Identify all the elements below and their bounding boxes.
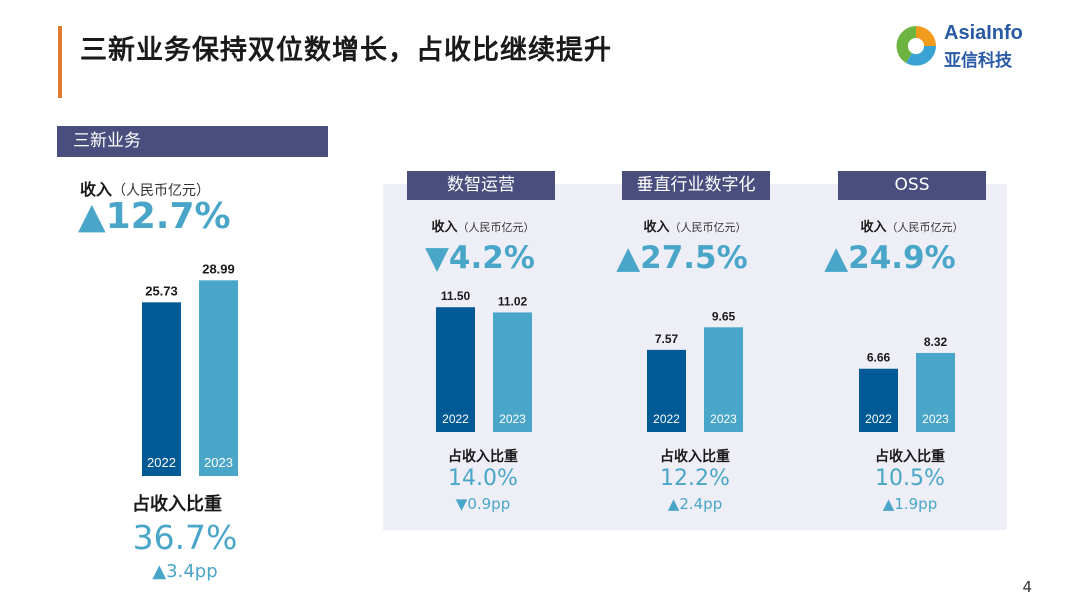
bar-year-label-3-2022: 2022 (653, 412, 680, 426)
bar-1-2022 (142, 302, 181, 476)
overall-revenue-label: 收入（人民币亿元） (80, 176, 210, 200)
segment-revenue-label-text-2: 收入 (643, 220, 670, 235)
segment-header-2: 垂直行业数字化 (622, 171, 770, 200)
bar-year-label-2-2022: 2022 (442, 412, 469, 426)
company-logo: AsiaInfo 亚信科技 (892, 22, 1042, 72)
segment-revenue-label-2: 收入（人民币亿元） (605, 216, 785, 235)
segment-share-value-1: 14.0% (448, 466, 518, 491)
segment-share-label-2: 占收入比重 (660, 449, 730, 465)
bar-3-2022 (647, 349, 686, 432)
page-number: 4 (1022, 578, 1032, 596)
bar-year-label-2-2023: 2023 (499, 412, 526, 426)
bar-4-2022 (859, 368, 898, 432)
segment-revenue-unit-3: （人民币亿元） (886, 221, 964, 234)
segment-share-delta-3: ▲1.9pp (882, 495, 938, 513)
revenue-label-text: 收入 (80, 180, 113, 199)
segment-revenue-label-text-3: 收入 (860, 220, 887, 235)
segments-panel (383, 184, 1007, 530)
bar-value-label-1-2022: 25.73 (145, 283, 178, 298)
bar-value-label-1-2023: 28.99 (202, 261, 235, 276)
overall-share-delta: ▲3.4pp (152, 561, 218, 582)
bar-value-label-2-2022: 11.50 (441, 289, 471, 303)
segment-share-value-3: 10.5% (875, 466, 945, 491)
segment-share-label-1: 占收入比重 (448, 449, 518, 465)
bar-year-label-1-2022: 2022 (147, 455, 176, 470)
segment-revenue-unit-1: （人民币亿元） (457, 221, 535, 234)
overall-share-value: 36.7% (132, 518, 238, 557)
segment-revenue-label-text-1: 收入 (431, 220, 458, 235)
overall-share-label: 占收入比重 (132, 494, 222, 515)
segment-growth-3: ▲24.9% (824, 240, 956, 276)
segment-share-value-2: 12.2% (660, 466, 730, 491)
segment-growth-2: ▲27.5% (616, 240, 748, 276)
segment-share-delta-2: ▲2.4pp (667, 495, 723, 513)
bar-value-label-4-2023: 8.32 (924, 335, 948, 349)
segment-growth-1: ▼4.2% (425, 240, 535, 276)
bar-value-label-2-2023: 11.02 (498, 294, 528, 308)
bar-4-2023 (916, 352, 955, 432)
segment-revenue-unit-2: （人民币亿元） (669, 221, 747, 234)
segment-share-label-3: 占收入比重 (875, 449, 945, 465)
revenue-unit-text: （人民币亿元） (112, 183, 211, 199)
segment-revenue-label-1: 收入（人民币亿元） (393, 216, 573, 235)
page-title: 三新业务保持双位数增长，占收比继续提升 (80, 35, 612, 66)
logo-mark-icon (896, 26, 936, 66)
bar-2-2022 (436, 307, 475, 432)
overall-growth: ▲12.7% (78, 196, 231, 237)
bar-3-2023 (704, 327, 743, 432)
bar-2-2023 (493, 312, 532, 432)
bar-value-label-4-2022: 6.66 (867, 351, 891, 365)
segment-header-3: OSS (838, 171, 986, 200)
segment-share-delta-1: ▼0.9pp (455, 495, 511, 513)
bar-year-label-1-2023: 2023 (204, 455, 233, 470)
bar-year-label-4-2022: 2022 (865, 412, 892, 426)
section-header: 三新业务 (57, 126, 328, 157)
bar-year-label-3-2023: 2023 (710, 412, 737, 426)
bar-value-label-3-2022: 7.57 (655, 332, 679, 346)
logo-text-en: AsiaInfo (944, 22, 1023, 44)
bar-1-2023 (199, 280, 238, 476)
segment-revenue-label-3: 收入（人民币亿元） (822, 216, 1002, 235)
bar-value-label-3-2023: 9.65 (712, 309, 736, 323)
logo-text-cn: 亚信科技 (944, 51, 1012, 71)
bar-year-label-4-2023: 2023 (922, 412, 949, 426)
title-accent-bar (58, 26, 62, 98)
segment-header-1: 数智运营 (407, 171, 555, 200)
